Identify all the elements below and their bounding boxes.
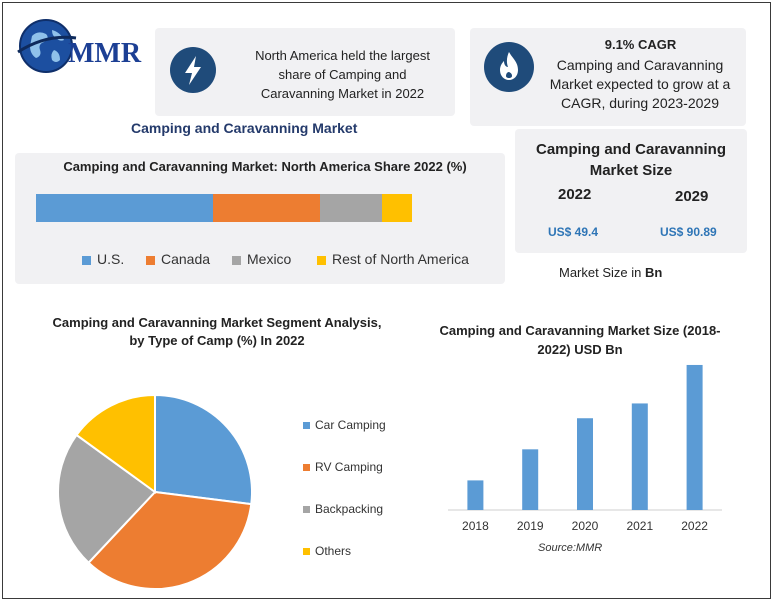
share-legend-swatch — [82, 255, 91, 265]
pie-legend-swatch — [303, 422, 310, 430]
pie-legend-label: Car Camping — [315, 418, 386, 432]
share-chart-title: Camping and Caravanning Market: North Am… — [63, 159, 467, 174]
share-legend-canada: Canada — [146, 251, 210, 267]
pie-legend-label: Others — [315, 544, 352, 558]
globe-icon — [17, 19, 77, 73]
market-size-panel — [515, 129, 747, 253]
bar-2021 — [631, 403, 648, 510]
share-legend-mexico: Mexico — [232, 251, 291, 267]
share-legend-label: U.S. — [97, 251, 125, 267]
lightning-icon — [170, 47, 216, 93]
pie-legend-label: RV Camping — [315, 460, 383, 474]
pie-slice-others — [75, 393, 156, 494]
share-segment-canada — [212, 194, 320, 222]
stacked-bar — [36, 194, 412, 222]
share-legend-swatch — [232, 255, 241, 265]
share-legend-u-s: U.S. — [82, 251, 124, 267]
share-segment-u-s — [36, 194, 213, 222]
share-legend-label: Rest of North America — [332, 251, 469, 267]
pie-legend-others: Others — [303, 544, 351, 558]
share-legend-rest-of-north-america: Rest of North America — [317, 251, 469, 267]
pie-legend-car-camping: Car Camping — [303, 418, 386, 432]
bar-2022 — [686, 364, 703, 510]
share-segment-mexico — [319, 194, 382, 222]
pie-chart — [57, 393, 253, 590]
tick-label-2022: 2022 — [681, 519, 708, 533]
share-legend-label: Mexico — [247, 251, 292, 267]
pie-legend-swatch — [303, 506, 310, 514]
cagr-headline: 9.1% CAGR — [604, 37, 677, 52]
tick-label-2018: 2018 — [462, 519, 489, 533]
pie-legend-label: Backpacking — [315, 502, 384, 516]
pie-legend-rv-camping: RV Camping — [303, 460, 383, 474]
share-legend-swatch — [146, 255, 155, 265]
value-2029: US$ 90.89 — [660, 225, 717, 239]
column-chart: 2018 2019 2020 2021 2022 — [448, 364, 722, 533]
market-size-title: Camping and Caravanning Market Size — [535, 141, 727, 179]
pie-slice-backpacking — [57, 433, 157, 565]
share-legend-label: Canada — [161, 251, 211, 267]
tick-label-2021: 2021 — [626, 519, 653, 533]
share-legend-swatch — [317, 255, 326, 265]
column-chart-title: Camping and Caravanning Market Size (201… — [439, 323, 721, 357]
tick-label-2020: 2020 — [572, 519, 599, 533]
tick-label-2019: 2019 — [517, 519, 544, 533]
pie-slice-car-camping — [154, 393, 253, 506]
bar-2018 — [467, 480, 484, 510]
pie-slice-rv-camping — [87, 490, 253, 590]
pie-legend-swatch — [303, 464, 310, 472]
pie-legend-backpacking: Backpacking — [303, 502, 383, 516]
flame-icon — [484, 42, 534, 92]
chart-source: Source:MMR — [538, 542, 603, 554]
share-segment-rest-of-north-america — [381, 194, 412, 222]
bar-2019 — [522, 449, 539, 510]
main-title: Camping and Caravanning Market — [131, 120, 358, 136]
bar-2020 — [577, 418, 593, 510]
market-size-note-prefix: Market Size in — [559, 265, 645, 280]
value-2022: US$ 49.4 — [548, 225, 599, 239]
year-2022: 2022 — [558, 186, 592, 203]
cagr-text: Camping and Caravanning Market expected … — [549, 57, 731, 111]
year-2029: 2029 — [675, 188, 709, 205]
logo-text: MMR — [68, 38, 142, 69]
pie-chart-title: Camping and Caravanning Market Segment A… — [52, 315, 382, 348]
mmr-logo: MMR — [14, 14, 164, 78]
market-size-note-unit: Bn — [644, 265, 663, 280]
pie-legend-swatch — [303, 548, 310, 556]
callout-left-text: North America held the largest share of … — [255, 48, 430, 101]
market-size-note: Market Size in Bn — [559, 265, 662, 280]
